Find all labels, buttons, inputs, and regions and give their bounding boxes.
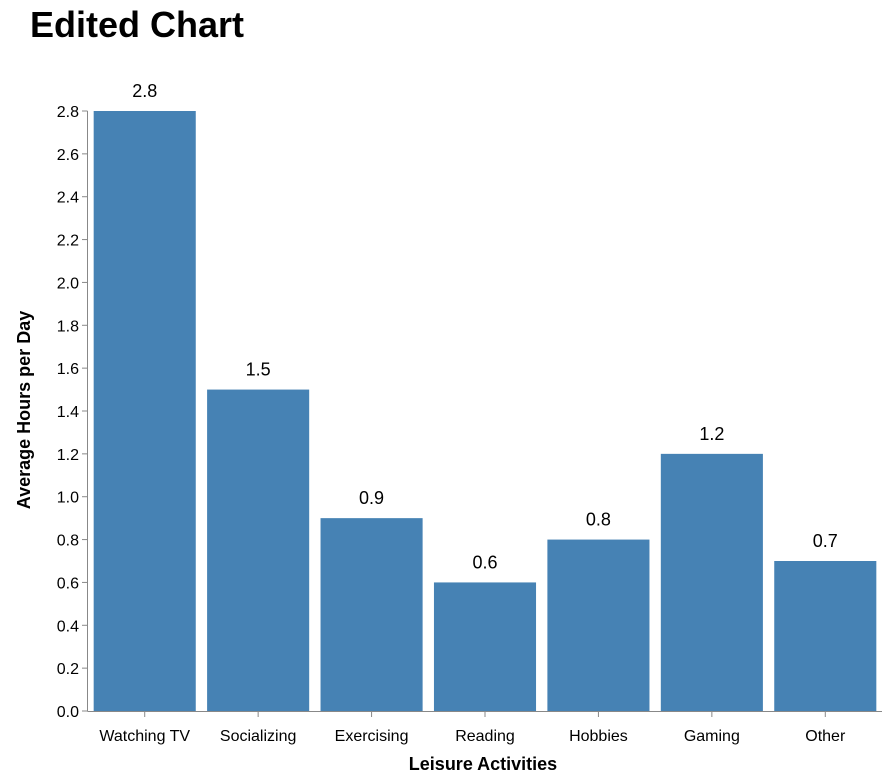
y-tick-label: 1.0 [57,490,79,507]
y-tick-label: 1.8 [57,318,79,335]
y-tick-label: 1.6 [57,361,79,378]
bar[interactable] [433,582,537,711]
x-tick-label: Reading [455,728,515,745]
bar-value-label: 2.8 [132,81,157,101]
bar-value-label: 1.2 [699,424,724,444]
y-tick-label: 2.8 [57,104,79,121]
x-tick-label: Exercising [335,728,409,745]
bar-value-label: 0.7 [813,531,838,551]
bar-value-label: 0.9 [359,488,384,508]
x-tick-label: Gaming [684,728,740,745]
chart-title: Edited Chart [30,4,245,45]
x-axis-title: Leisure Activities [409,754,557,774]
x-tick-label: Watching TV [99,728,190,745]
bar-value-label: 1.5 [246,360,271,380]
y-axis: 0.0 0.2 0.4 0.6 0.8 1.0 1.2 1.4 1.6 1.8 2.0 2.2 2.4 2… [57,104,88,721]
y-tick-label: 0.4 [57,618,79,635]
bar[interactable] [93,111,196,711]
x-tick-label: Other [805,728,846,745]
bar[interactable] [207,389,310,711]
y-tick-label: 0.8 [57,533,79,550]
y-tick-label: 1.2 [57,447,79,464]
bar[interactable] [320,518,423,711]
bar[interactable] [774,561,877,711]
y-tick-label: 2.6 [57,147,79,164]
bar-value-label: 0.8 [586,510,611,530]
y-tick-label: 0.6 [57,575,79,592]
x-tick-label: Hobbies [569,728,628,745]
bars: 2.8 1.5 0.9 0.6 0.8 1.2 0.7 [93,81,877,711]
y-axis-title: Average Hours per Day [14,311,34,509]
y-tick-label: 0.2 [57,661,79,678]
x-tick-label: Socializing [220,728,296,745]
y-tick-label: 2.0 [57,275,79,292]
y-tick-label: 0.0 [57,704,79,721]
y-tick-label: 2.4 [57,190,79,207]
bar-value-label: 0.6 [472,552,497,572]
bar[interactable] [660,453,763,711]
y-tick-label: 2.2 [57,233,79,250]
x-axis: Watching TV Socializing Exercising Reading H… [87,711,882,745]
y-tick-label: 1.4 [57,404,79,421]
bar[interactable] [547,539,650,711]
